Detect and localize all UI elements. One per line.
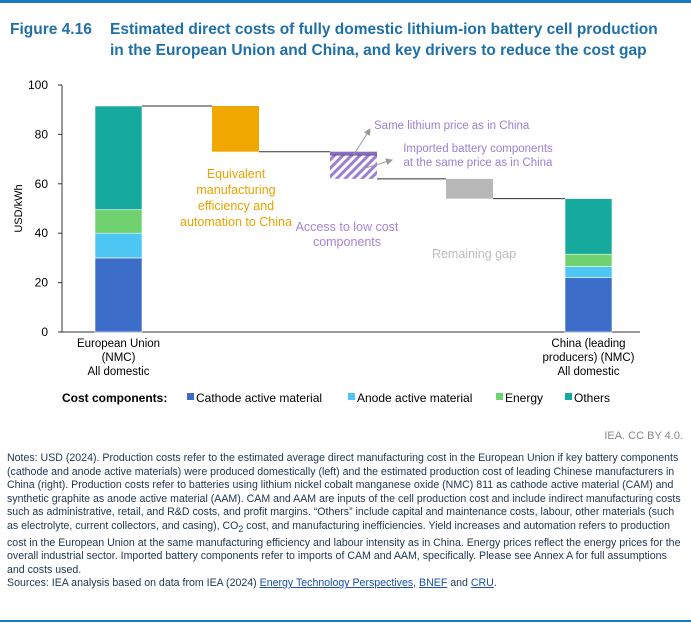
sources-sep2: and [447, 577, 471, 590]
legend-swatch-1 [348, 393, 355, 400]
step-label-low-cost: Access to low cost [296, 220, 399, 234]
y-tick-label: 40 [35, 226, 49, 240]
y-tick-label: 20 [35, 276, 49, 290]
step-label-lithium: Same lithium price as in China [374, 120, 530, 132]
step-label-low-cost: components [313, 235, 381, 249]
bar-category-label: European Union [77, 338, 160, 350]
waterfall-chart: 0 20 40 60 80 100 USD/kWh European Union (NMC) A… [13, 78, 640, 405]
figure-number: Figure 4.16 [10, 21, 92, 38]
figure-title: Figure 4.16 Estimated direct costs of ful… [10, 19, 685, 61]
notes-text: Notes: USD (2024). Production costs refe… [7, 452, 685, 577]
legend-swatch-2 [496, 393, 503, 400]
legend-swatch-0 [187, 393, 194, 400]
bottom-rule [0, 620, 691, 622]
legend-item-label: Others [574, 391, 610, 405]
y-tick-label: 0 [41, 325, 48, 339]
source-link-cru[interactable]: CRU [470, 577, 494, 590]
figure-title-line1: Estimated direct costs of fully domestic… [110, 21, 658, 38]
stacked-bar-0-segment-3 [94, 105, 143, 211]
y-axis-label: USD/kWh [13, 184, 25, 232]
stacked-bar-0-segment-1 [94, 232, 143, 259]
bar-category-label: (NMC) [102, 352, 136, 364]
y-tick-label: 80 [35, 127, 49, 141]
legend-swatch-3 [565, 393, 572, 400]
legend-item-label: Cathode active material [196, 391, 322, 405]
bar-category-label: China (leading [551, 338, 625, 350]
stacked-bar-0-segment-0 [94, 257, 143, 333]
waterfall-step-1 [330, 151, 377, 156]
stacked-bar-0-segment-2 [94, 209, 143, 234]
stacked-bar-1-segment-3 [564, 198, 613, 255]
step-label-imported: Imported battery components [403, 143, 553, 155]
y-tick-label: 100 [28, 78, 48, 92]
notes-part1: Notes: USD (2024). Production costs refe… [7, 452, 681, 532]
legend-item-label: Energy [505, 391, 543, 405]
waterfall-step-4 [446, 178, 493, 199]
source-link-etp[interactable]: Energy Technology Perspectives [259, 577, 414, 590]
step-label-manufacturing: automation to China [180, 215, 292, 229]
bar-category-label: All domestic [88, 366, 150, 378]
credit-text: IEA. CC BY 4.0. [604, 430, 683, 442]
figure-title-line2: in the European Union and China, and key… [110, 42, 647, 59]
waterfall-step-2 [330, 155, 377, 179]
notes-part2: cost, and manufacturing inefficiencies. … [7, 519, 681, 576]
step-label-imported: at the same price as in China [404, 157, 554, 169]
bar-category-label: producers) (NMC) [542, 352, 634, 364]
sources-text: Sources: IEA analysis based on data from… [7, 577, 685, 591]
legend-title: Cost components: [62, 391, 167, 405]
y-tick-label: 60 [35, 177, 49, 191]
bar-category-label: All domestic [558, 366, 620, 378]
sources-end: . [493, 577, 497, 590]
notes-co2-subscript: 2 [238, 524, 244, 535]
annotation-arrow [353, 128, 371, 155]
notes-block: Notes: USD (2024). Production costs refe… [7, 452, 685, 591]
waterfall-step-0 [212, 105, 259, 152]
sources-prefix: Sources: IEA analysis based on data from… [7, 577, 260, 590]
step-label-manufacturing: manufacturing [196, 183, 275, 197]
sources-sep1: , [413, 577, 420, 590]
top-rule [0, 0, 691, 3]
step-label-manufacturing: Equivalent [207, 167, 266, 181]
stacked-bar-1-segment-0 [564, 277, 613, 333]
step-label-manufacturing: efficiency and [198, 199, 274, 213]
stacked-bar-1-segment-2 [564, 253, 613, 267]
legend-item-label: Anode active material [357, 391, 472, 405]
source-link-bnef[interactable]: BNEF [419, 577, 448, 590]
annotation-arrow [361, 158, 393, 170]
step-label-remaining-gap: Remaining gap [432, 247, 516, 261]
stacked-bar-1-segment-1 [564, 266, 613, 278]
